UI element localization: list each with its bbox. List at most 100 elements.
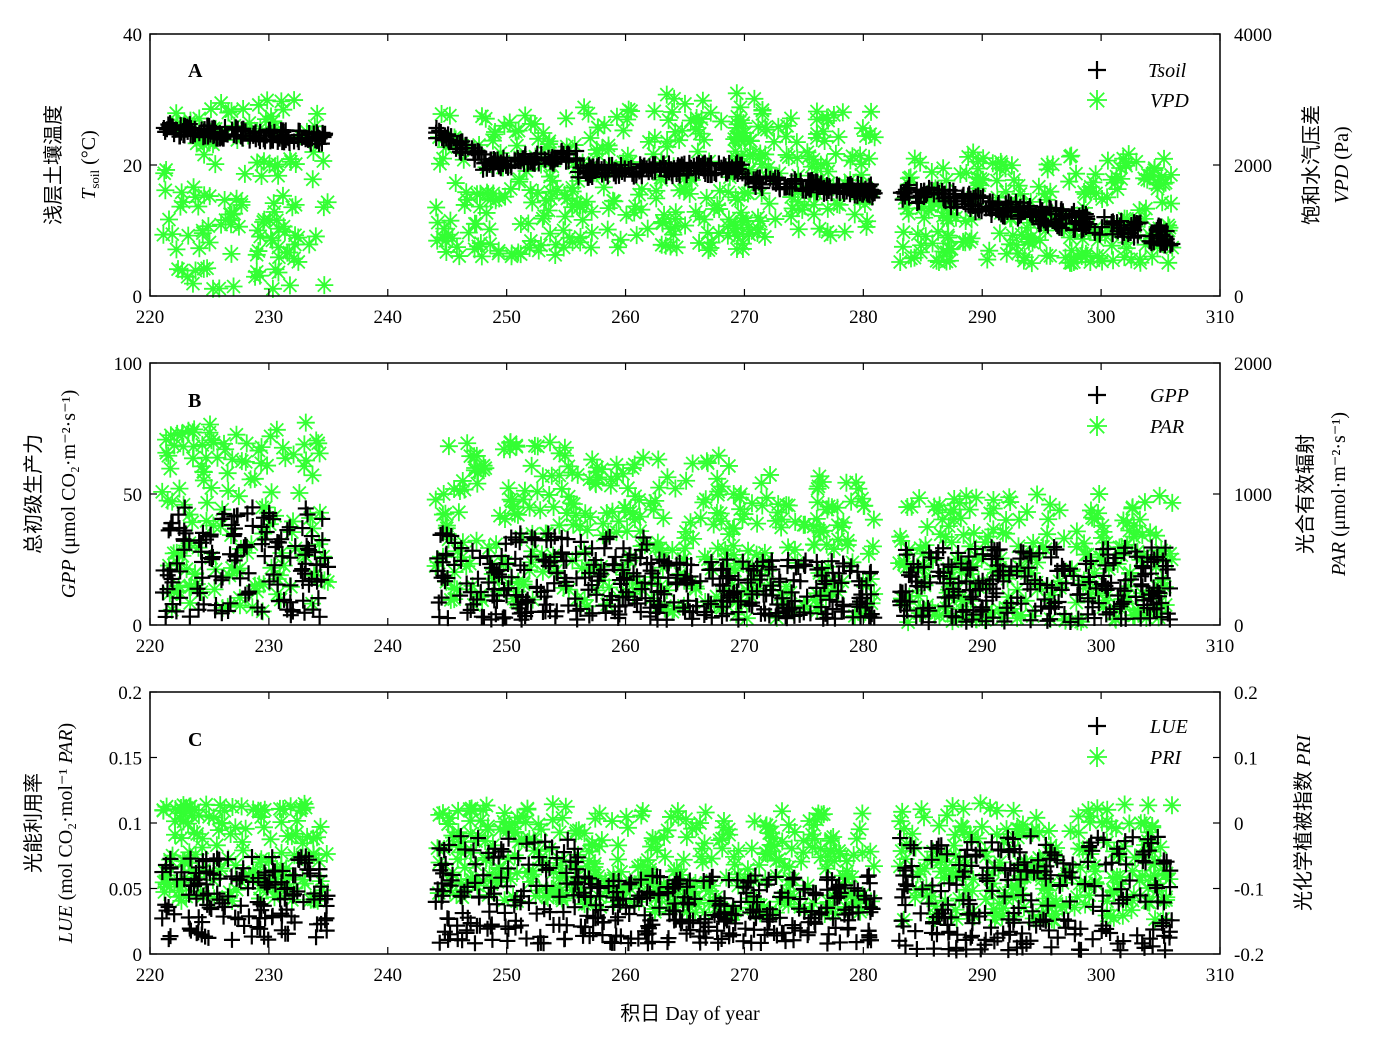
gpp-point — [486, 592, 503, 609]
par-point — [724, 545, 743, 564]
par-point — [237, 434, 256, 453]
vpd-point — [430, 154, 449, 173]
lue-point — [672, 871, 689, 888]
tsoil-point — [697, 165, 714, 182]
tsoil-point — [908, 181, 925, 198]
pri-point — [947, 909, 966, 928]
pri-point — [1139, 878, 1158, 897]
vpd-point — [745, 89, 764, 108]
gpp-point — [607, 548, 624, 565]
par-point — [796, 596, 815, 615]
pri-point — [766, 903, 785, 922]
pri-point — [204, 808, 223, 827]
x-tick-label: 250 — [492, 965, 521, 986]
tsoil-point — [584, 168, 601, 185]
lue-point — [1076, 876, 1093, 893]
vpd-point — [543, 171, 562, 190]
par-point — [954, 525, 973, 544]
lue-point — [431, 934, 448, 951]
pri-point — [585, 854, 604, 873]
par-point — [546, 561, 565, 580]
lue-point — [807, 887, 824, 904]
lue-point — [803, 903, 820, 920]
pri-point — [950, 889, 969, 908]
lue-point — [1043, 939, 1060, 956]
vpd-point — [911, 153, 930, 172]
x-tick-label: 280 — [849, 636, 878, 657]
legend-gpp-marker — [1088, 386, 1106, 404]
par-point — [1141, 523, 1160, 542]
lue-point — [784, 871, 801, 888]
gpp-point — [1023, 548, 1040, 565]
gpp-point — [905, 556, 922, 573]
pri-point — [781, 876, 800, 895]
pri-point — [997, 820, 1016, 839]
lue-point — [1061, 893, 1078, 910]
pri-point — [719, 820, 738, 839]
vpd-point — [645, 102, 664, 121]
vpd-point — [996, 159, 1015, 178]
vpd-point — [708, 196, 727, 215]
vpd-point — [169, 260, 188, 279]
gpp-point — [930, 563, 947, 580]
pri-point — [430, 805, 449, 824]
vpd-point — [1117, 156, 1136, 175]
par-point — [748, 514, 767, 533]
pri-point — [645, 902, 664, 921]
vpd-point — [262, 107, 281, 126]
lue-point — [735, 933, 752, 950]
par-point — [463, 576, 482, 595]
pri-point — [586, 809, 605, 828]
lue-point — [961, 906, 978, 923]
pri-point — [1027, 808, 1046, 827]
par-point — [1072, 612, 1091, 631]
gpp-point — [611, 606, 628, 623]
pri-point — [915, 859, 934, 878]
par-point — [1023, 607, 1042, 626]
lue-point — [306, 891, 323, 908]
gpp-point — [518, 593, 535, 610]
pri-point — [1080, 812, 1099, 831]
lue-point — [1140, 842, 1157, 859]
gpp-point — [500, 580, 517, 597]
pri-point — [236, 819, 255, 838]
par-point — [730, 488, 749, 507]
lue-point — [1162, 862, 1179, 879]
gpp-point — [915, 558, 932, 575]
pri-point — [1104, 908, 1123, 927]
par-point — [182, 577, 201, 596]
par-point — [646, 539, 665, 558]
pri-point — [847, 894, 866, 913]
pri-point — [742, 839, 761, 858]
pri-point — [843, 868, 862, 887]
vpd-point — [807, 159, 826, 178]
vpd-point — [222, 215, 241, 234]
legend-par-label: PAR — [1149, 416, 1184, 438]
gpp-point — [692, 573, 709, 590]
y-left-tick-label: 0 — [133, 287, 143, 308]
gpp-point — [779, 603, 796, 620]
lue-point — [712, 895, 729, 912]
pri-point — [1097, 812, 1116, 831]
vpd-point — [289, 252, 308, 271]
par-point — [716, 541, 735, 560]
vpd-point — [617, 154, 636, 173]
lue-point — [537, 833, 554, 850]
par-point — [231, 539, 250, 558]
par-point — [704, 515, 723, 534]
par-point — [468, 474, 487, 493]
lue-point — [971, 908, 988, 925]
gpp-point — [282, 577, 299, 594]
par-point — [559, 487, 578, 506]
par-point — [910, 604, 929, 623]
vpd-point — [318, 193, 337, 212]
gpp-point — [830, 565, 847, 582]
lue-point — [585, 925, 602, 942]
pri-point — [449, 837, 468, 856]
lue-point — [621, 876, 638, 893]
par-point — [273, 438, 292, 457]
gpp-point — [626, 591, 643, 608]
par-point — [480, 538, 499, 557]
tsoil-point — [633, 168, 650, 185]
vpd-point — [852, 165, 871, 184]
